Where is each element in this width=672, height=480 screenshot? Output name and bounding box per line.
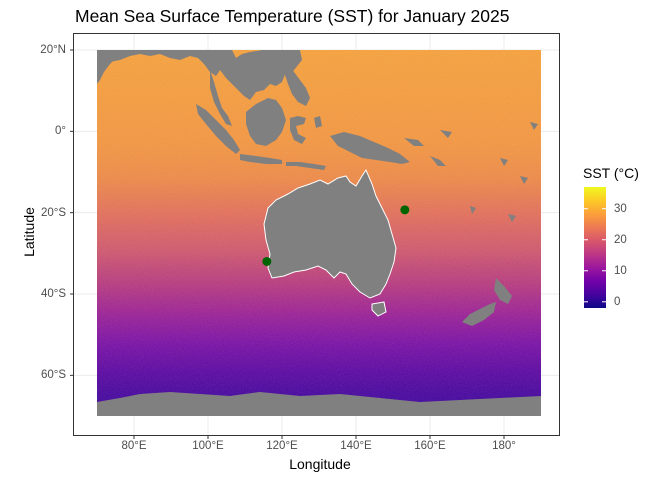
x-tick-label: 140°E (340, 440, 372, 452)
x-tick-label: 160°E (414, 440, 446, 452)
legend-tick-label: 0 (614, 295, 621, 308)
land-bismarck (404, 138, 446, 166)
land-pacific-islands (440, 122, 538, 222)
land-nz-south (462, 302, 496, 326)
land-moluccas (314, 116, 322, 128)
y-tick-label: 60°S (40, 369, 66, 382)
legend-tick-label: 30 (614, 202, 627, 215)
land-philippines (282, 58, 310, 106)
x-tick-label: 120°E (266, 440, 298, 452)
land-asia (97, 50, 302, 100)
panel-border (73, 33, 560, 436)
location-point (262, 256, 272, 266)
y-tick-label: 20°S (40, 206, 66, 219)
legend-title: SST (°C) (583, 165, 639, 181)
land-nz-north (494, 278, 512, 304)
land-sulawesi (290, 116, 306, 144)
land-antarctica (97, 392, 541, 416)
axis-ticks (70, 49, 505, 439)
points-layer (262, 205, 410, 266)
land-sumatra (196, 104, 240, 154)
land-java (240, 154, 282, 164)
y-tick-label: 0° (55, 125, 66, 138)
x-tick-label: 80°E (121, 440, 147, 452)
land-taiwan (290, 50, 296, 56)
x-axis-title: Longitude (289, 456, 351, 472)
legend-tick-label: 10 (614, 264, 627, 277)
plot-title: Mean Sea Surface Temperature (SST) for J… (75, 6, 510, 26)
y-tick-label: 40°S (40, 288, 66, 300)
land-tasmania (371, 301, 387, 317)
land-sunda (286, 162, 326, 170)
land-india (97, 50, 118, 84)
land-masses (97, 50, 541, 416)
land-malaya (210, 70, 232, 126)
legend-tick-label: 20 (614, 233, 627, 246)
location-point (400, 205, 410, 215)
land-australia (263, 168, 397, 299)
y-tick-label: 20°N (40, 44, 66, 56)
y-axis-title: Latitude (21, 207, 37, 257)
x-tick-label: 100°E (192, 440, 224, 452)
x-tick-label: 180° (492, 440, 516, 452)
legend-colorbar (584, 187, 606, 308)
land-new-guinea (330, 132, 410, 164)
land-borneo (246, 98, 286, 146)
